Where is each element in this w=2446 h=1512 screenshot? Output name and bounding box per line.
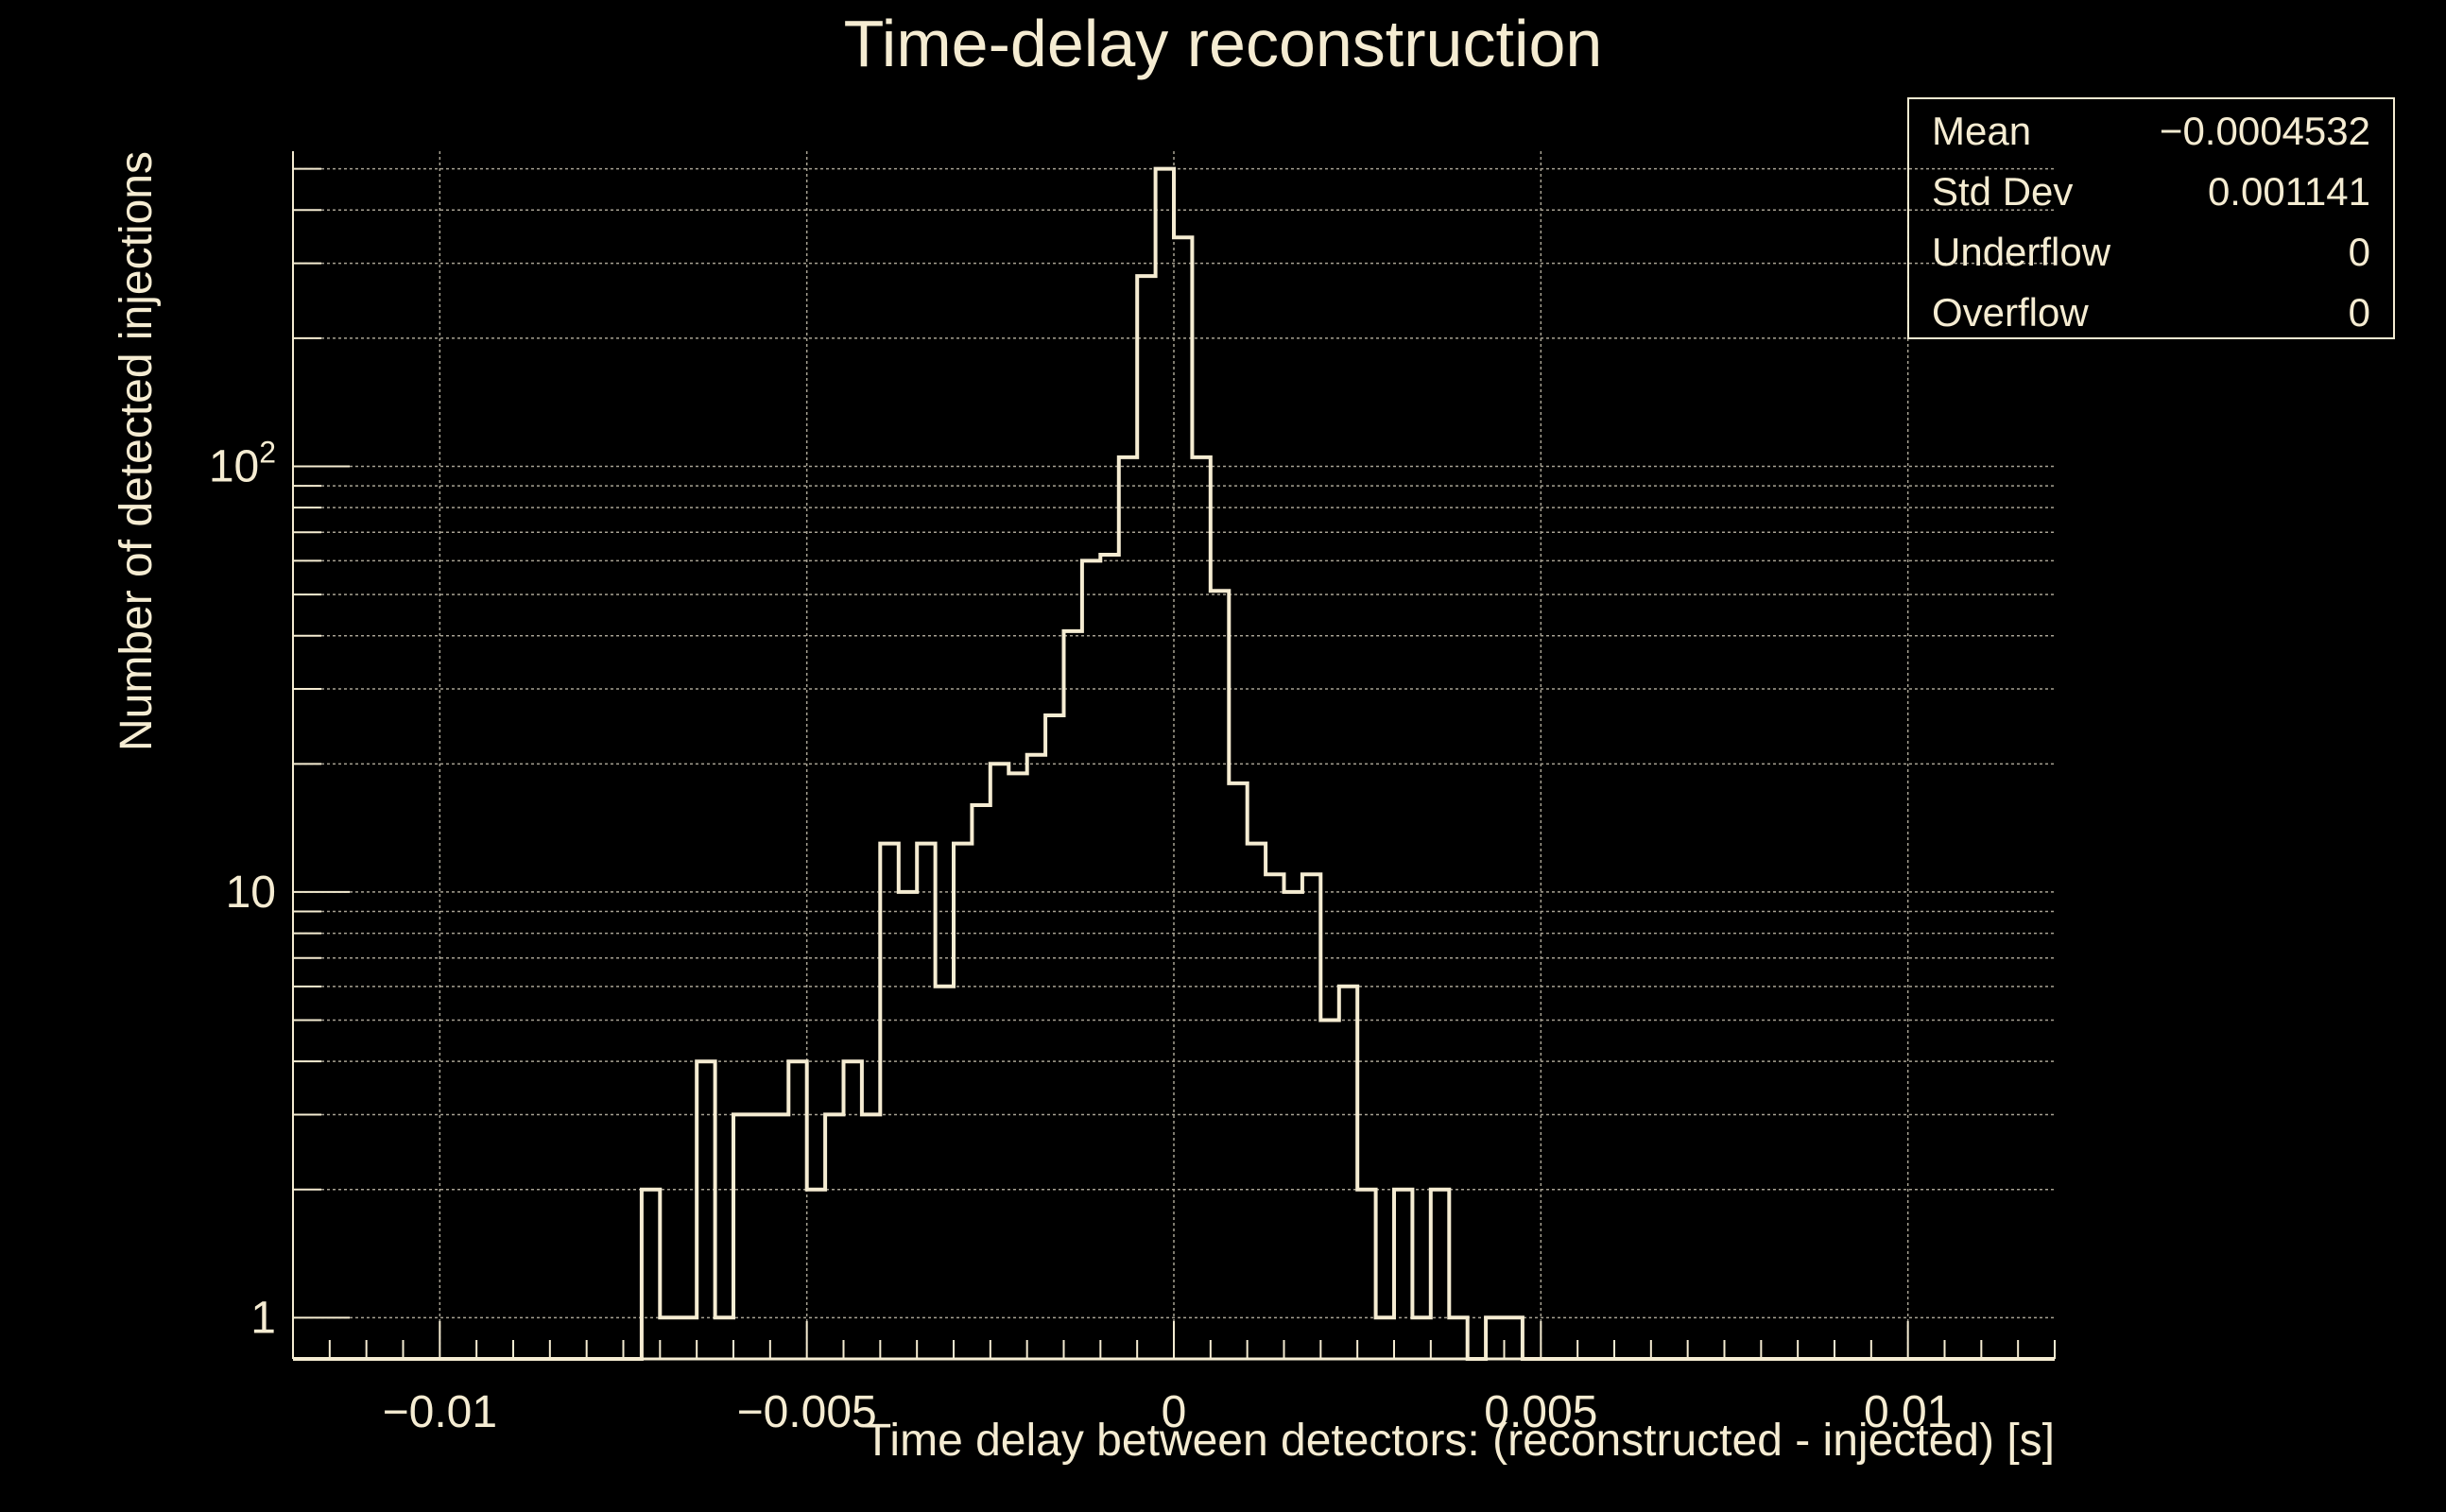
- y-axis-label: Number of detected injections: [112, 151, 162, 751]
- stat-row-mean: Mean −0.0004532: [1932, 101, 2370, 162]
- chart-title: Time-delay reconstruction: [843, 7, 1603, 80]
- stat-label: Mean: [1932, 109, 2032, 153]
- x-tick-label: 0: [1162, 1387, 1187, 1437]
- grid-lines: [293, 151, 2055, 1359]
- x-tick-label: −0.005: [737, 1387, 877, 1437]
- stat-row-std-dev: Std Dev 0.001141: [1932, 162, 2370, 222]
- x-axis-label: Time delay between detectors: (reconstru…: [864, 1416, 2055, 1466]
- stat-row-overflow: Overflow 0: [1932, 283, 2370, 343]
- stat-value: 0.001141: [2207, 169, 2370, 214]
- stat-row-underflow: Underflow 0: [1932, 222, 2370, 283]
- tick-labels: −0.01 −0.005 0 0.005 0.01 1 10 102: [209, 435, 1953, 1437]
- x-tick-label: 0.005: [1484, 1387, 1597, 1437]
- stat-value: 0: [2348, 290, 2370, 335]
- stats-box: Mean −0.0004532 Std Dev 0.001141 Underfl…: [1907, 97, 2395, 339]
- y-tick-label: 10: [226, 868, 276, 918]
- stat-value: 0: [2348, 230, 2370, 274]
- y-tick-label: 102: [209, 435, 276, 491]
- stat-label: Underflow: [1932, 230, 2111, 274]
- stat-value: −0.0004532: [2159, 109, 2370, 153]
- stat-label: Std Dev: [1932, 169, 2074, 214]
- histogram-series: [293, 166, 2055, 1361]
- histogram-outline: [293, 166, 2055, 1361]
- x-tick-label: 0.01: [1864, 1387, 1952, 1437]
- x-tick-label: −0.01: [383, 1387, 497, 1437]
- stat-label: Overflow: [1932, 290, 2089, 335]
- y-tick-label: 1: [250, 1293, 276, 1343]
